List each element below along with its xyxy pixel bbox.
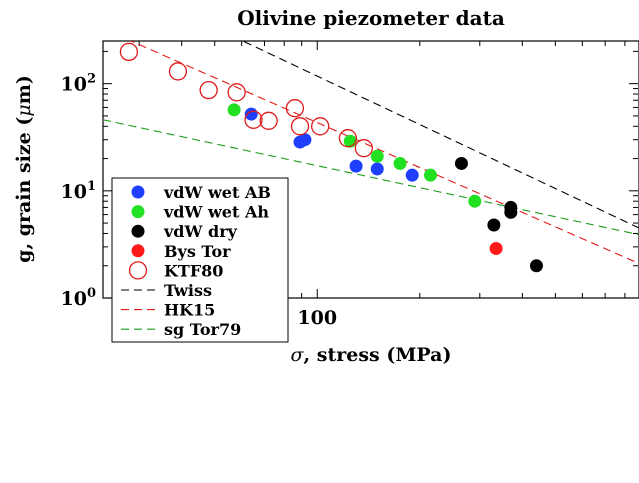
y-axis-label-end: m) <box>13 75 35 104</box>
data-points <box>119 42 543 273</box>
ktf80-point <box>311 117 330 136</box>
legend-swatch-bys-tor <box>131 244 145 258</box>
fit-lines <box>103 41 639 264</box>
vdw-wet-ah-point <box>424 168 438 182</box>
legend-swatch-vdw-wet-ah <box>131 205 145 219</box>
y-axis-label-symbol: μ <box>13 104 35 116</box>
x-axis-label-text: , stress (MPa) <box>304 344 452 366</box>
vdw-wet-ah-point <box>370 149 384 163</box>
vdw-wet-ab-point <box>370 162 384 176</box>
ktf80-point <box>199 80 218 100</box>
sg-tor79-line <box>103 119 639 236</box>
vdw-dry-point <box>504 205 518 219</box>
ktf80-point <box>259 111 278 130</box>
vdw-dry-point <box>529 259 543 273</box>
legend-label-ktf80: KTF80 <box>164 261 223 280</box>
y-axis-label-text: g, grain size ( <box>13 117 35 263</box>
y-tick-label: 100 <box>61 286 97 310</box>
vdw-wet-ab-point <box>349 159 363 173</box>
legend-label-sg-tor79: sg Tor79 <box>164 320 241 339</box>
legend-swatch-ktf80 <box>128 261 148 280</box>
plot-area <box>102 40 639 299</box>
ktf80-point <box>290 117 310 136</box>
plot-frame <box>102 40 639 299</box>
x-tick-label: 100 <box>297 307 337 329</box>
vdw-wet-ab-point <box>298 133 312 147</box>
ktf80-point <box>119 42 139 62</box>
legend-label-vdw-wet-ah: vdW wet Ah <box>163 203 269 222</box>
legend-label-hk15: HK15 <box>164 301 215 320</box>
vdw-wet-ab-point <box>405 168 419 182</box>
ktf80-point <box>168 62 188 81</box>
ktf80-point <box>227 83 246 102</box>
hk15-line <box>129 41 639 264</box>
ktf80-point <box>354 139 373 158</box>
legend-label-bys-tor: Bys Tor <box>164 242 231 261</box>
legend-label-vdw-wet-ab: vdW wet AB <box>163 183 271 202</box>
ktf80-point <box>338 129 358 148</box>
x-axis-label: σ, stress (MPa) <box>291 344 452 366</box>
ktf80-point <box>244 110 263 129</box>
legend-swatch-vdw-dry <box>131 224 145 238</box>
legend-label-twiss: Twiss <box>164 281 212 300</box>
vdw-dry-point <box>487 218 501 232</box>
chart-title: Olivine piezometer data <box>237 6 505 30</box>
legend-swatch-vdw-wet-ab <box>131 185 145 199</box>
vdw-wet-ah-point <box>393 156 407 170</box>
vdw-wet-ah-point <box>227 103 241 117</box>
vdw-wet-ah-point <box>468 194 482 208</box>
legend-box <box>111 177 289 343</box>
vdw-dry-point <box>454 156 468 170</box>
x-axis-label-symbol: σ <box>291 344 305 366</box>
ktf80-point <box>285 99 305 118</box>
tick-labels: 100 100 101 102 <box>61 72 338 329</box>
legend-label-vdw-dry: vdW dry <box>163 222 238 241</box>
y-axis-label: g, grain size (μm) <box>13 75 35 263</box>
y-tick-label: 102 <box>61 72 97 96</box>
y-tick-label: 101 <box>61 179 97 203</box>
bys-tor-point <box>489 241 503 255</box>
